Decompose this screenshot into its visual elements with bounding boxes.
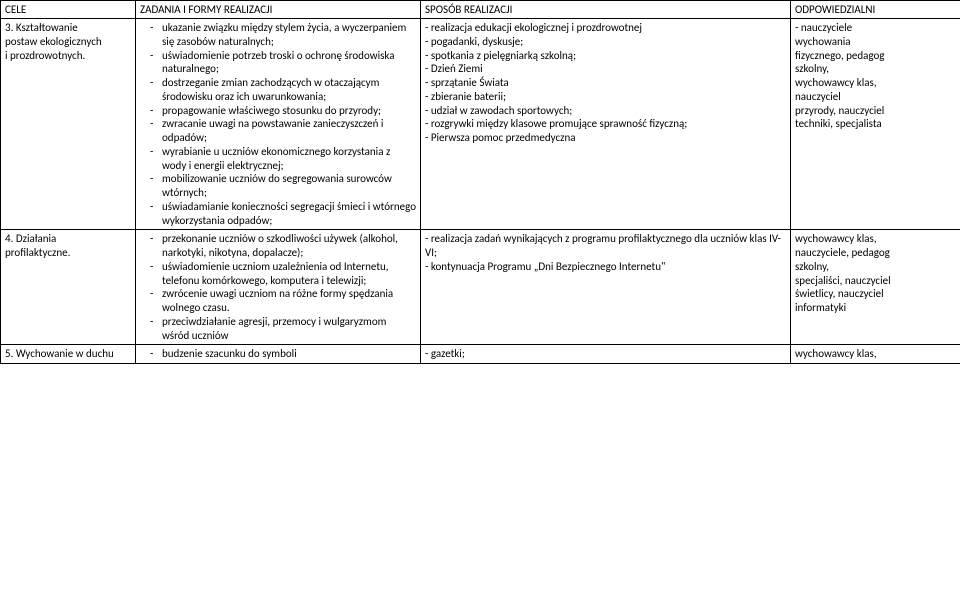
sposob-cell: - realizacja edukacji ekologicznej i pro…: [421, 19, 791, 230]
zadania-cell: budzenie szacunku do symboli: [136, 345, 421, 364]
list-item: propagowanie właściwego stosunku do przy…: [140, 104, 416, 118]
list-item: uświadomienie potrzeb troski o ochronę ś…: [140, 49, 416, 77]
odp-line: nauczyciele, pedagog: [795, 246, 956, 260]
header-sposob: SPOSÓB REALIZACJI: [421, 1, 791, 19]
odp-line: świetlicy, nauczyciel: [795, 287, 956, 301]
cele-number: 3.: [5, 21, 13, 34]
odp-line: szkolny,: [795, 260, 956, 274]
cele-cell: 3. Kształtowanie postaw ekologicznych i …: [1, 19, 136, 230]
zadania-cell: przekonanie uczniów o szkodliwości używe…: [136, 230, 421, 345]
cele-line: Kształtowanie: [16, 21, 78, 34]
cele-line: profilaktyczne.: [5, 246, 131, 260]
table-row: 5. Wychowanie w duchu budzenie szacunku …: [1, 345, 960, 364]
list-item: - kontynuacja Programu „Dni Bezpiecznego…: [425, 260, 786, 274]
odp-line: wychowania: [795, 35, 956, 49]
cele-line: postaw ekologicznych: [5, 35, 131, 49]
cele-line: i prozdrowotnych.: [5, 49, 131, 63]
odp-cell: - nauczyciele wychowania fizycznego, ped…: [791, 19, 960, 230]
list-item: - Pierwsza pomoc przedmedyczna: [425, 131, 786, 145]
odp-line: wychowawcy klas,: [795, 232, 956, 246]
cele-number: 5.: [5, 347, 13, 360]
table-row: 3. Kształtowanie postaw ekologicznych i …: [1, 19, 960, 230]
list-item: - zbieranie baterii;: [425, 90, 786, 104]
list-item: - Dzień Ziemi: [425, 62, 786, 76]
odp-line: szkolny,: [795, 62, 956, 76]
list-item: - realizacja edukacji ekologicznej i pro…: [425, 21, 786, 35]
zadania-cell: ukazanie związku między stylem życia, a …: [136, 19, 421, 230]
list-item: dostrzeganie zmian zachodzących w otacza…: [140, 76, 416, 104]
list-item: - rozgrywki między klasowe promujące spr…: [425, 117, 786, 131]
odp-line: wychowawcy klas,: [795, 347, 956, 361]
odp-line: techniki, specjalista: [795, 117, 956, 131]
list-item: budzenie szacunku do symboli: [140, 347, 416, 361]
odp-line: informatyki: [795, 301, 956, 315]
sposob-cell: - gazetki;: [421, 345, 791, 364]
cele-cell: 5. Wychowanie w duchu: [1, 345, 136, 364]
list-item: uświadomienie uczniom uzależnienia od In…: [140, 260, 416, 288]
header-odpowiedzialni: ODPOWIEDZIALNI: [791, 1, 960, 19]
odp-line: - nauczyciele: [795, 21, 956, 35]
list-item: uświadamianie konieczności segregacji śm…: [140, 200, 416, 228]
list-item: wyrabianie u uczniów ekonomicznego korzy…: [140, 145, 416, 173]
odp-line: specjaliści, nauczyciel: [795, 274, 956, 288]
cele-line: Wychowanie w duchu: [16, 347, 114, 360]
list-item: - gazetki;: [425, 347, 786, 361]
sposob-list: - realizacja zadań wynikających z progra…: [425, 232, 786, 273]
header-cele: CELE: [1, 1, 136, 19]
sposob-cell: - realizacja zadań wynikających z progra…: [421, 230, 791, 345]
odp-line: wychowawcy klas,: [795, 76, 956, 90]
program-table: CELE ZADANIA I FORMY REALIZACJI SPOSÓB R…: [0, 0, 960, 364]
list-item: - realizacja zadań wynikających z progra…: [425, 232, 786, 260]
odp-line: nauczyciel: [795, 90, 956, 104]
list-item: - udział w zawodach sportowych;: [425, 104, 786, 118]
zadania-list: przekonanie uczniów o szkodliwości używe…: [140, 232, 416, 342]
header-zadania: ZADANIA I FORMY REALIZACJI: [136, 1, 421, 19]
zadania-list: ukazanie związku między stylem życia, a …: [140, 21, 416, 227]
odp-cell: wychowawcy klas,: [791, 345, 960, 364]
cele-line: Działania: [16, 232, 56, 245]
sposob-list: - gazetki;: [425, 347, 786, 361]
list-item: przeciwdziałanie agresji, przemocy i wul…: [140, 315, 416, 343]
odp-line: fizycznego, pedagog: [795, 49, 956, 63]
list-item: mobilizowanie uczniów do segregowania su…: [140, 172, 416, 200]
cele-number: 4.: [5, 232, 13, 245]
list-item: - spotkania z pielęgniarką szkolną;: [425, 49, 786, 63]
list-item: - pogadanki, dyskusje;: [425, 35, 786, 49]
cele-cell: 4. Działania profilaktyczne.: [1, 230, 136, 345]
table-header-row: CELE ZADANIA I FORMY REALIZACJI SPOSÓB R…: [1, 1, 960, 19]
list-item: zwrócenie uwagi uczniom na różne formy s…: [140, 287, 416, 315]
odp-line: przyrody, nauczyciel: [795, 104, 956, 118]
table-row: 4. Działania profilaktyczne. przekonanie…: [1, 230, 960, 345]
list-item: zwracanie uwagi na powstawanie zanieczys…: [140, 117, 416, 145]
sposob-list: - realizacja edukacji ekologicznej i pro…: [425, 21, 786, 145]
list-item: ukazanie związku między stylem życia, a …: [140, 21, 416, 49]
list-item: - sprzątanie Świata: [425, 76, 786, 90]
zadania-list: budzenie szacunku do symboli: [140, 347, 416, 361]
odp-cell: wychowawcy klas, nauczyciele, pedagog sz…: [791, 230, 960, 345]
list-item: przekonanie uczniów o szkodliwości używe…: [140, 232, 416, 260]
